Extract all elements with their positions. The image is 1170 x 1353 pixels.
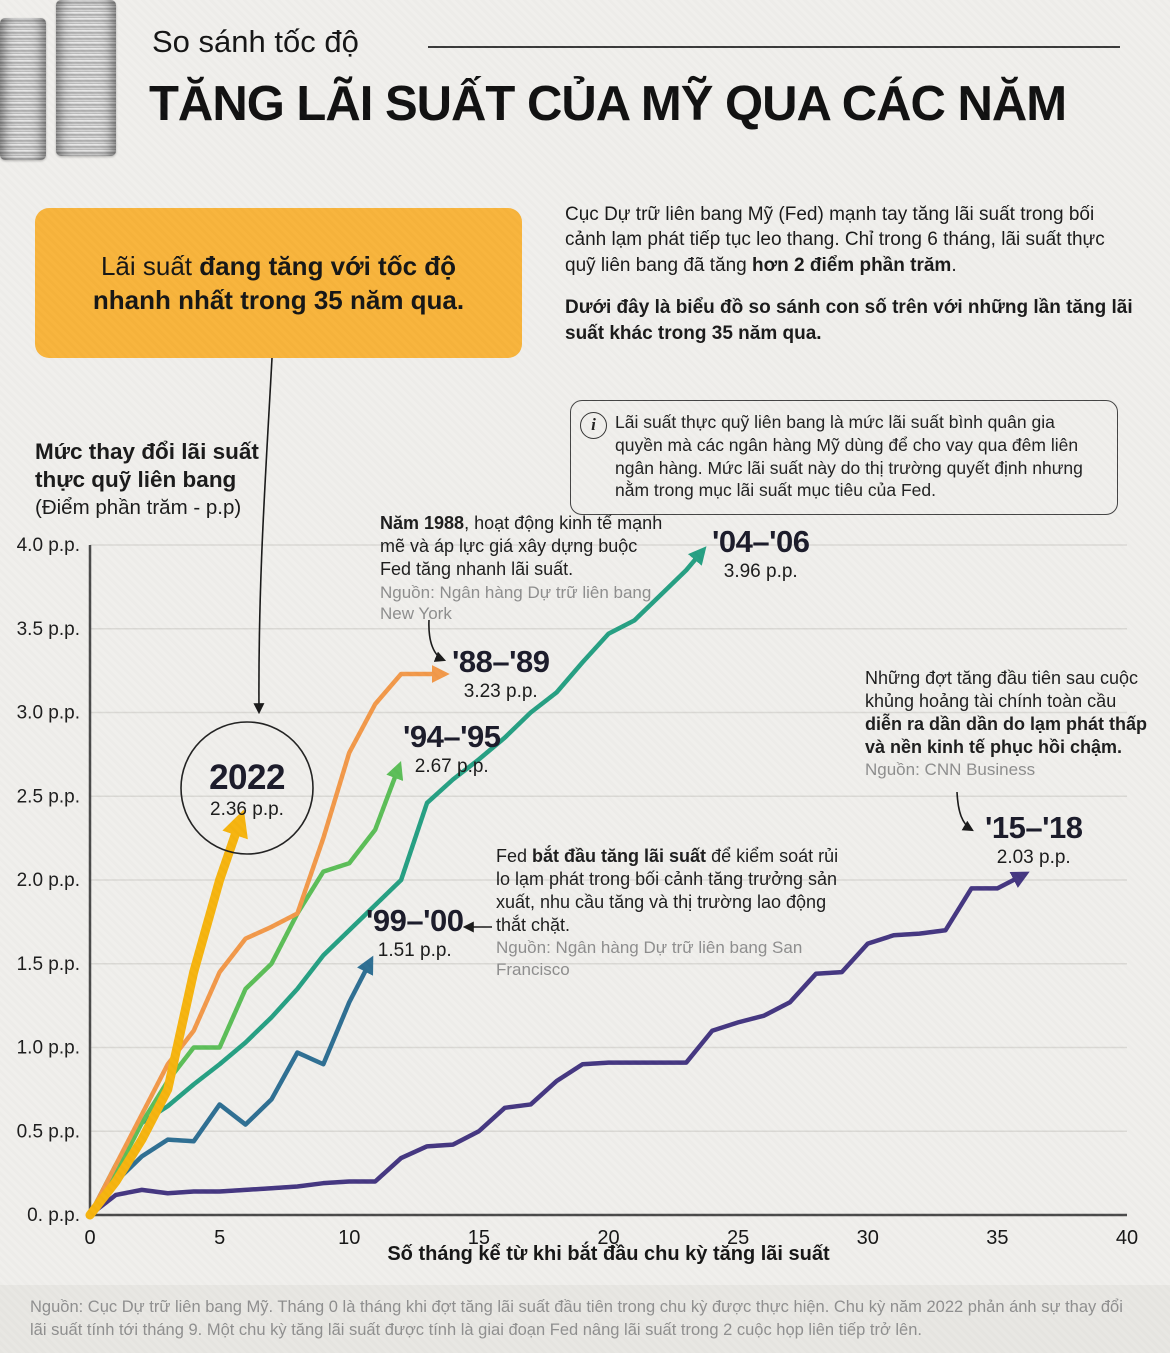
series-label-value: 3.96 p.p.	[723, 561, 798, 582]
annotation-gfc: Những đợt tăng đầu tiên sau cuộc khủng h…	[865, 667, 1153, 781]
x-tick-label: 15	[468, 1227, 490, 1249]
annotation-fed-text: Fed bắt đầu tăng lãi suất để kiểm soát r…	[496, 846, 839, 935]
series-label-title: 2022	[209, 758, 285, 797]
series-layer	[85, 546, 1030, 1220]
y-tick-label: 4.0 p.p.	[17, 535, 80, 556]
series-label-title: '88–'89	[452, 644, 550, 679]
kicker-rule	[428, 46, 1120, 48]
series-label-value: 1.51 p.p.	[377, 940, 452, 961]
annotation-1988-source: Nguồn: Ngân hàng Dự trữ liên bang New Yo…	[380, 582, 652, 624]
x-tick-label: 40	[1116, 1227, 1138, 1249]
series-line-2022	[85, 809, 248, 1220]
y-axis-unit: (Điểm phần trăm - p.p)	[35, 496, 242, 520]
annotation-fed: Fed bắt đầu tăng lãi suất để kiểm soát r…	[496, 845, 841, 981]
series-label-value: 2.67 p.p.	[414, 756, 489, 777]
callout-to-2022-arrow	[253, 357, 273, 715]
kicker-text: So sánh tốc độ	[152, 24, 359, 59]
x-tick-label: 5	[214, 1227, 225, 1249]
footer-source-note: Nguồn: Cục Dự trữ liên bang Mỹ. Tháng 0 …	[0, 1285, 1170, 1353]
y-tick-label: 1.0 p.p.	[17, 1038, 80, 1059]
y-axis-title: Mức thay đổi lãi suất thực quỹ liên bang…	[35, 438, 295, 520]
info-box: i Lãi suất thực quỹ liên bang là mức lãi…	[570, 400, 1118, 515]
coin-stack-icon-right	[56, 0, 116, 156]
y-tick-label: 2.5 p.p.	[17, 786, 80, 807]
y-axis-title-bold: Mức thay đổi lãi suất thực quỹ liên bang	[35, 439, 259, 493]
y-tick-label: 3.5 p.p.	[17, 619, 80, 640]
info-box-text: Lãi suất thực quỹ liên bang là mức lãi s…	[615, 412, 1083, 501]
annotation-arrow-layer	[180, 357, 974, 933]
series-line-8889	[87, 664, 450, 1218]
y-tick-label: 1.5 p.p.	[17, 954, 80, 975]
x-tick-label: 35	[986, 1227, 1008, 1249]
annotation-fed-source: Nguồn: Ngân hàng Dự trữ liên bang San Fr…	[496, 938, 803, 980]
page-title: TĂNG LÃI SUẤT CỦA MỸ QUA CÁC NĂM	[149, 77, 1067, 131]
gfc-to-1518-arrow	[956, 791, 974, 832]
annotation-gfc-source: Nguồn: CNN Business	[865, 760, 1036, 780]
series-label-04-06: '04–'06 3.96 p.p.	[712, 524, 810, 583]
series-label-value: 3.23 p.p.	[463, 681, 538, 702]
info-icon: i	[580, 412, 607, 439]
series-line-9495	[87, 761, 404, 1218]
y-tick-label: 0. p.p.	[27, 1205, 80, 1226]
x-tick-label: 0	[84, 1227, 95, 1249]
highlight-callout-text: Lãi suất đang tăng với tốc độ nhanh nhất…	[92, 250, 465, 315]
intro-text: Cục Dự trữ liên bang Mỹ (Fed) mạnh tay t…	[565, 202, 1140, 363]
series-label-15-18: '15–'18 2.03 p.p.	[985, 810, 1083, 869]
series-line-9900	[87, 955, 374, 1218]
series-label-2022: 2022 2.36 p.p.	[209, 758, 285, 821]
series-line-1518	[87, 871, 1030, 1218]
series-line-0406	[87, 546, 707, 1218]
x-axis-label: Số tháng kể từ khi bắt đầu chu kỳ tăng l…	[387, 1243, 830, 1265]
series-label-title: '15–'18	[985, 810, 1083, 845]
series-label-value: 2.36 p.p.	[210, 799, 284, 820]
2022-highlight-circle	[180, 721, 314, 855]
y-tick-label: 2.0 p.p.	[17, 870, 80, 891]
highlight-callout: Lãi suất đang tăng với tốc độ nhanh nhất…	[35, 208, 522, 358]
series-label-88-89: '88–'89 3.23 p.p.	[452, 644, 550, 703]
intro-paragraph-2: Dưới đây là biểu đồ so sánh con số trên …	[565, 297, 1133, 344]
coin-stack-icon-left	[0, 18, 46, 160]
annotation-gfc-text: Những đợt tăng đầu tiên sau cuộc khủng h…	[865, 668, 1148, 757]
annotation-1988-text: Năm 1988, hoạt động kinh tế mạnh mẽ và á…	[380, 513, 663, 579]
series-label-title: '99–'00	[366, 903, 464, 938]
series-label-title: '94–'95	[403, 719, 501, 754]
y-tick-label: 0.5 p.p.	[17, 1121, 80, 1142]
x-tick-label: 20	[597, 1227, 619, 1249]
annotation-1988: Năm 1988, hoạt động kinh tế mạnh mẽ và á…	[380, 512, 672, 625]
series-label-94-95: '94–'95 2.67 p.p.	[403, 719, 501, 778]
intro-paragraph-1: Cục Dự trữ liên bang Mỹ (Fed) mạnh tay t…	[565, 204, 1105, 276]
y-tick-label: 3.0 p.p.	[17, 703, 80, 724]
x-tick-label: 25	[727, 1227, 749, 1249]
x-tick-label: 30	[857, 1227, 879, 1249]
series-label-99-00: '99–'00 1.51 p.p.	[366, 903, 464, 962]
1988-to-label-arrow	[428, 619, 447, 662]
series-label-value: 2.03 p.p.	[996, 847, 1071, 868]
series-label-title: '04–'06	[712, 524, 810, 559]
x-tick-label: 10	[338, 1227, 360, 1249]
